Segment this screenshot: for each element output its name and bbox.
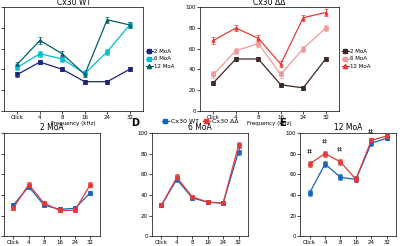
Text: ‡‡: ‡‡: [306, 149, 313, 154]
Title: 2 MoA: 2 MoA: [40, 123, 64, 132]
Legend: 2 MoA, 6 MoA, 12 MoA: 2 MoA, 6 MoA, 12 MoA: [146, 49, 175, 69]
Title: 12 MoA: 12 MoA: [334, 123, 362, 132]
Title: Cx30 WT: Cx30 WT: [56, 0, 90, 7]
Text: ‡‡: ‡‡: [322, 138, 328, 143]
X-axis label: Frequency (kHz): Frequency (kHz): [51, 121, 96, 126]
Text: ‡‡: ‡‡: [368, 129, 374, 134]
Text: B: B: [169, 0, 177, 2]
Text: ‡‡: ‡‡: [337, 147, 344, 152]
Legend: 2 MoA, 6 MoA, 12 MoA: 2 MoA, 6 MoA, 12 MoA: [342, 49, 371, 69]
Text: D: D: [131, 118, 139, 128]
X-axis label: Frequency (kHz): Frequency (kHz): [247, 121, 292, 126]
Title: Cx30 ΔΔ: Cx30 ΔΔ: [253, 0, 286, 7]
Text: E: E: [279, 118, 286, 128]
Legend: Cx30 WT, Cx30 ΔΔ: Cx30 WT, Cx30 ΔΔ: [159, 117, 241, 127]
Title: 6 MoA: 6 MoA: [188, 123, 212, 132]
